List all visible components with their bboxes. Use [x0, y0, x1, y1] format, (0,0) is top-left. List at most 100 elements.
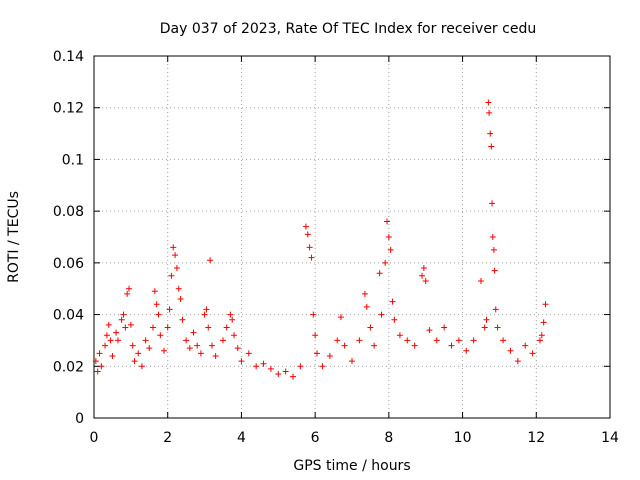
roti-point [166, 306, 173, 313]
roti-point [514, 358, 521, 365]
roti-point [183, 337, 190, 344]
roti-point [138, 363, 145, 370]
roti-point [404, 337, 411, 344]
roti-point [205, 324, 212, 331]
roti-point [337, 314, 344, 321]
roti-point [334, 337, 341, 344]
roti-point [470, 337, 477, 344]
roti-point [124, 290, 131, 297]
roti-point [422, 277, 429, 284]
roti-point [127, 321, 134, 328]
roti-point [491, 267, 498, 274]
x-tick-label: 4 [237, 430, 246, 446]
roti-point [109, 352, 116, 359]
x-tick-label: 10 [454, 430, 472, 446]
roti-point [312, 332, 319, 339]
roti-points [92, 99, 549, 380]
roti-point [361, 290, 368, 297]
roti-point [396, 332, 403, 339]
roti-point [319, 363, 326, 370]
roti-point [223, 324, 230, 331]
roti-point [297, 363, 304, 370]
x-tick-label: 2 [163, 430, 172, 446]
roti-point [306, 244, 313, 251]
roti-point [186, 345, 193, 352]
roti-point [207, 257, 214, 264]
plot-frame [93, 55, 611, 419]
roti-point [384, 218, 391, 225]
roti-point [426, 327, 433, 334]
roti-point [179, 316, 186, 323]
roti-point [98, 363, 105, 370]
roti-point [164, 324, 171, 331]
roti-point [485, 99, 492, 106]
roti-point [494, 324, 501, 331]
roti-point [349, 358, 355, 365]
roti-point [173, 265, 180, 272]
roti-point [304, 231, 311, 238]
roti-point [126, 285, 133, 292]
roti-point [488, 143, 495, 150]
roti-point [378, 311, 385, 318]
roti-point [96, 350, 103, 357]
roti-point [391, 316, 398, 323]
y-tick-label: 0.02 [53, 359, 84, 375]
y-tick-label: 0.1 [62, 152, 84, 168]
roti-point [486, 109, 493, 116]
roti-point [149, 324, 156, 331]
roti-point [208, 342, 215, 349]
roti-point [146, 345, 153, 352]
roti-point [157, 332, 164, 339]
roti-point [326, 352, 333, 359]
roti-point [190, 329, 197, 336]
roti-point [260, 360, 267, 367]
roti-point [212, 352, 219, 359]
roti-point [234, 345, 241, 352]
roti-point [114, 337, 121, 344]
roti-point [387, 246, 394, 253]
roti-point [275, 371, 282, 378]
roti-point [155, 311, 162, 318]
chart-title: Day 037 of 2023, Rate Of TEC Index for r… [160, 21, 536, 37]
roti-point [197, 350, 204, 357]
roti-point [153, 301, 160, 308]
roti-point [542, 301, 549, 308]
roti-point [463, 347, 470, 354]
roti-point [490, 246, 497, 253]
roti-point [310, 311, 317, 318]
roti-point [455, 337, 462, 344]
roti-point [129, 342, 136, 349]
y-tick-label: 0.14 [53, 49, 84, 65]
roti-point [135, 350, 142, 357]
roti-point [203, 306, 210, 313]
x-axis-label: GPS time / hours [293, 458, 410, 474]
roti-point [105, 321, 112, 328]
roti-point [238, 358, 245, 365]
roti-point [267, 365, 274, 372]
roti-point [201, 311, 208, 318]
roti-point [367, 324, 374, 331]
x-tick-label: 8 [384, 430, 393, 446]
x-tick-label: 14 [601, 430, 619, 446]
roti-point [118, 316, 125, 323]
roti-point [131, 358, 138, 365]
roti-point [441, 324, 448, 331]
roti-point [231, 332, 238, 339]
roti-point [536, 337, 543, 344]
roti-point [107, 337, 114, 344]
y-tick-label: 0 [75, 411, 84, 427]
roti-point [376, 270, 383, 277]
roti-point [363, 303, 370, 310]
roti-point [168, 272, 175, 279]
roti-point [175, 285, 182, 292]
roti-point [522, 342, 529, 349]
roti-point [385, 234, 392, 240]
roti-point [382, 259, 389, 266]
roti-point [302, 223, 309, 230]
roti-point [308, 254, 315, 261]
roti-point [113, 329, 120, 336]
roti-point [356, 337, 363, 344]
roti-point [341, 342, 348, 349]
roti-point [253, 363, 260, 370]
